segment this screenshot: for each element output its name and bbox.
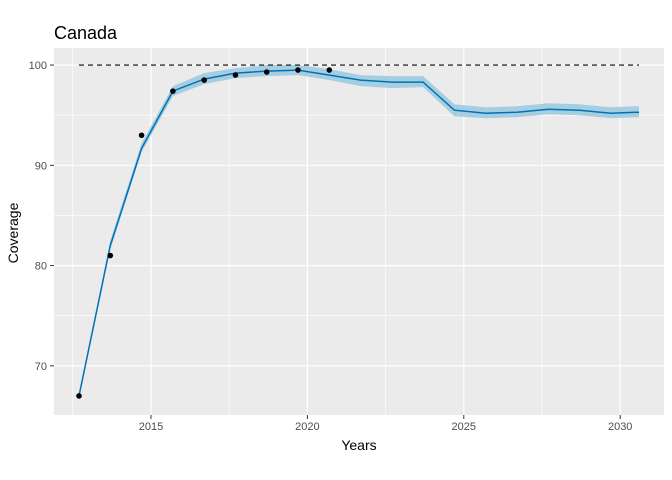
plot-panel xyxy=(54,48,664,415)
y-tick-label: 80 xyxy=(35,261,47,273)
y-tick-label: 90 xyxy=(35,160,47,172)
observed-point xyxy=(107,252,114,259)
x-tick-label: 2025 xyxy=(452,421,476,433)
x-axis-ticks: 2015 2020 2025 2030 xyxy=(139,415,632,433)
observed-point xyxy=(232,72,239,78)
x-tick-label: 2015 xyxy=(139,421,163,433)
observed-point xyxy=(295,67,301,73)
observed-point xyxy=(76,393,82,399)
y-tick-label: 100 xyxy=(29,60,47,72)
observed-point xyxy=(138,132,145,139)
y-tick-label: 70 xyxy=(35,361,47,373)
observed-point xyxy=(263,69,270,75)
observed-point xyxy=(201,77,207,83)
observed-point xyxy=(326,67,333,73)
x-tick-label: 2020 xyxy=(295,421,319,433)
chart-title: Canada xyxy=(54,23,118,43)
x-tick-label: 2030 xyxy=(608,421,632,433)
y-axis-ticks: 70 80 90 100 xyxy=(29,60,54,373)
observed-point xyxy=(170,88,176,94)
observed-points xyxy=(76,67,333,399)
x-axis-title: Years xyxy=(341,437,376,453)
y-axis-title: Coverage xyxy=(5,202,21,263)
